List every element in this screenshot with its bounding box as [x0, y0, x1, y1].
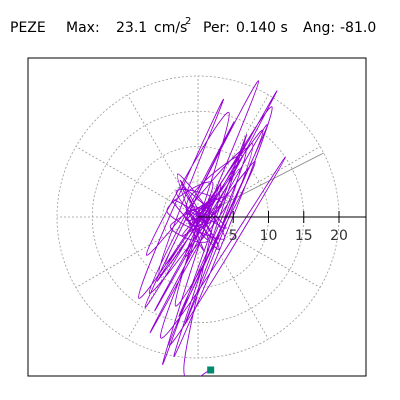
max-value: 23.1 [116, 20, 147, 36]
grid-spoke-120 [127, 94, 199, 218]
tick-label-20: 20 [330, 228, 348, 244]
end-marker [207, 366, 215, 374]
per-label: Per: [203, 20, 230, 36]
tick-label-15: 15 [295, 228, 313, 244]
trace-series-0 [138, 80, 286, 376]
per-value: 0.140 s [236, 20, 288, 36]
grid-spoke-300 [197, 216, 269, 340]
grid-spoke-240 [127, 216, 199, 340]
motion-trace [138, 80, 286, 376]
grid-spoke-210 [75, 216, 199, 288]
max-unit: cm/s [154, 20, 187, 36]
ang-value: -81.0 [340, 20, 376, 36]
end-marker-group [207, 366, 215, 374]
ang-label: Ang: [303, 20, 335, 36]
grid-spoke-30 [197, 146, 321, 218]
max-unit-exponent: 2 [185, 16, 191, 27]
max-label: Max: [66, 20, 100, 36]
tick-label-10: 10 [260, 228, 278, 244]
grid-spoke-60 [197, 94, 269, 218]
station-code: PEZE [10, 20, 46, 36]
grid-spoke-330 [197, 216, 321, 288]
header: PEZE Max: 23.1 cm/s 2 Per: 0.140 s Ang: … [10, 16, 376, 36]
tick-label-5: 5 [229, 228, 238, 244]
radial-axis: 5 10 15 20 [198, 211, 366, 244]
grid-spoke-150 [75, 146, 199, 218]
